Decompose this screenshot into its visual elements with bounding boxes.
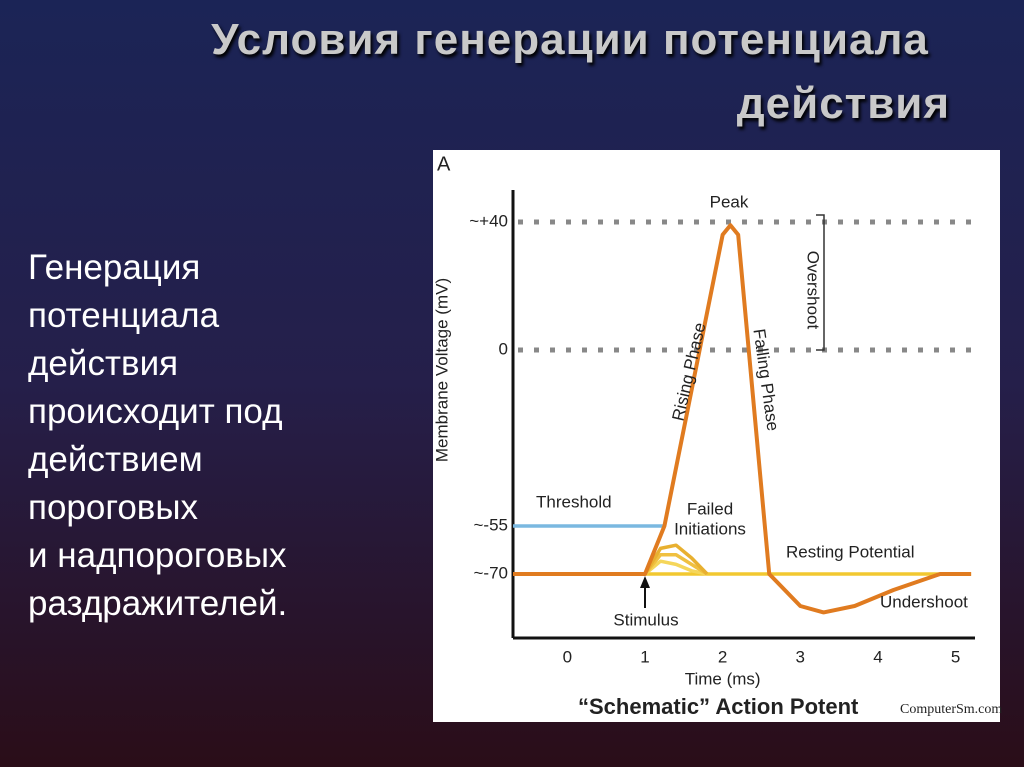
x-tick-label: 3 — [796, 647, 805, 666]
overshoot-bracket — [816, 214, 825, 351]
y-tick-label: ~-55 — [474, 515, 509, 534]
body-line: действия — [28, 344, 179, 383]
body-line: Генерация — [28, 248, 201, 287]
annotation: Failed — [687, 499, 733, 518]
y-tick-label: ~+40 — [469, 211, 508, 230]
slide-title: Условия генерации потенциала действия — [140, 8, 1000, 136]
arrow-head — [640, 576, 650, 588]
annotation: Peak — [710, 192, 749, 211]
body-line: действием — [28, 440, 203, 479]
y-tick-label: ~-70 — [474, 563, 509, 582]
body-line: раздражителей. — [28, 584, 288, 623]
series-line — [643, 559, 708, 576]
annotation: Stimulus — [613, 610, 678, 629]
annotation: Overshoot — [804, 251, 823, 330]
x-tick-label: 1 — [640, 647, 649, 666]
annotation: Undershoot — [880, 592, 968, 611]
series-line — [643, 553, 709, 576]
chart-title: “Schematic” Action Potent — [578, 694, 859, 719]
x-tick-label: 2 — [718, 647, 727, 666]
title-line: Условия генерации потенциала — [211, 15, 929, 64]
chart-panel — [433, 150, 1000, 722]
annotation: Resting Potential — [786, 542, 915, 561]
slide-body: Генерация потенциала действия происходит по… — [28, 244, 287, 628]
x-axis-label: Time (ms) — [685, 669, 761, 688]
body-line: пороговых — [28, 488, 199, 527]
x-tick-label: 0 — [563, 647, 572, 666]
series-line — [513, 223, 972, 615]
y-tick-label: 0 — [499, 339, 508, 358]
annotation: Threshold — [536, 492, 612, 511]
body-line: происходит под — [28, 392, 283, 431]
title-line: действия — [736, 79, 950, 128]
y-axis-label: Membrane Voltage (mV) — [432, 278, 451, 462]
x-tick-label: 5 — [951, 647, 960, 666]
body-line: и надпороговых — [28, 536, 287, 575]
annotation: Initiations — [674, 519, 746, 538]
x-tick-label: 4 — [873, 647, 882, 666]
body-line: потенциала — [28, 296, 220, 335]
panel-label: A — [437, 153, 451, 175]
series-line — [643, 543, 709, 576]
credit: ComputerSm.com — [900, 702, 1002, 717]
